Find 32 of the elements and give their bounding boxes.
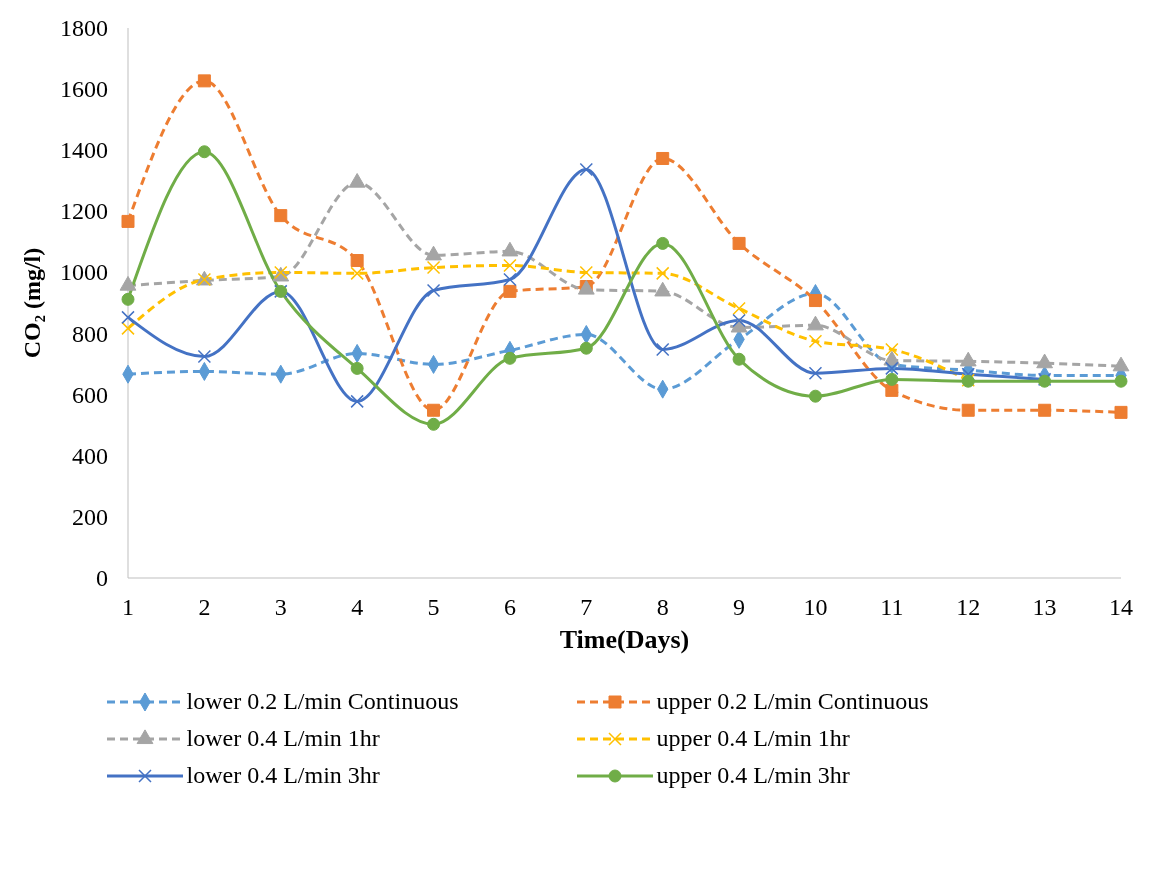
x-tick-label: 4 <box>351 594 364 621</box>
y-tick-label: 1600 <box>60 76 108 103</box>
y-tick-label: 1800 <box>60 15 108 41</box>
legend-label: upper 0.4 L/min 3hr <box>656 762 850 789</box>
x-tick-label: 10 <box>803 594 828 621</box>
y-tick-label: 1400 <box>60 137 108 164</box>
legend-label: upper 0.4 L/min 1hr <box>656 725 850 752</box>
x-tick-label: 7 <box>580 594 593 621</box>
x-tick-label: 5 <box>427 594 440 621</box>
x-axis-title: Time(Days) <box>559 625 690 654</box>
x-tick-label: 1 <box>122 594 134 621</box>
y-tick-label: 200 <box>72 503 108 530</box>
x-tick-label: 13 <box>1032 594 1057 621</box>
y-tick-label: 800 <box>72 320 108 347</box>
y-tick-label: 0 <box>96 565 108 591</box>
legend-label: upper 0.2 L/min Continuous <box>656 688 929 715</box>
y-tick-label: 600 <box>72 381 108 408</box>
x-tick-label: 11 <box>880 594 904 621</box>
y-tick-label: 400 <box>72 442 108 469</box>
x-tick-label: 9 <box>733 594 746 621</box>
legend-label: lower 0.4 L/min 3hr <box>186 762 380 789</box>
y-tick-label: 1000 <box>60 259 108 286</box>
legend-label: lower 0.4 L/min 1hr <box>186 725 380 752</box>
x-tick-label: 8 <box>656 594 669 621</box>
x-tick-label: 2 <box>198 594 211 621</box>
y-axis-title: CO₂ (mg/l) <box>19 247 45 359</box>
y-tick-label: 1200 <box>60 198 108 225</box>
x-tick-label: 14 <box>1109 594 1133 621</box>
x-tick-label: 6 <box>503 594 516 621</box>
legend-label: lower 0.2 L/min Continuous <box>186 688 459 715</box>
x-tick-label: 12 <box>956 594 981 621</box>
x-tick-label: 3 <box>274 594 287 621</box>
